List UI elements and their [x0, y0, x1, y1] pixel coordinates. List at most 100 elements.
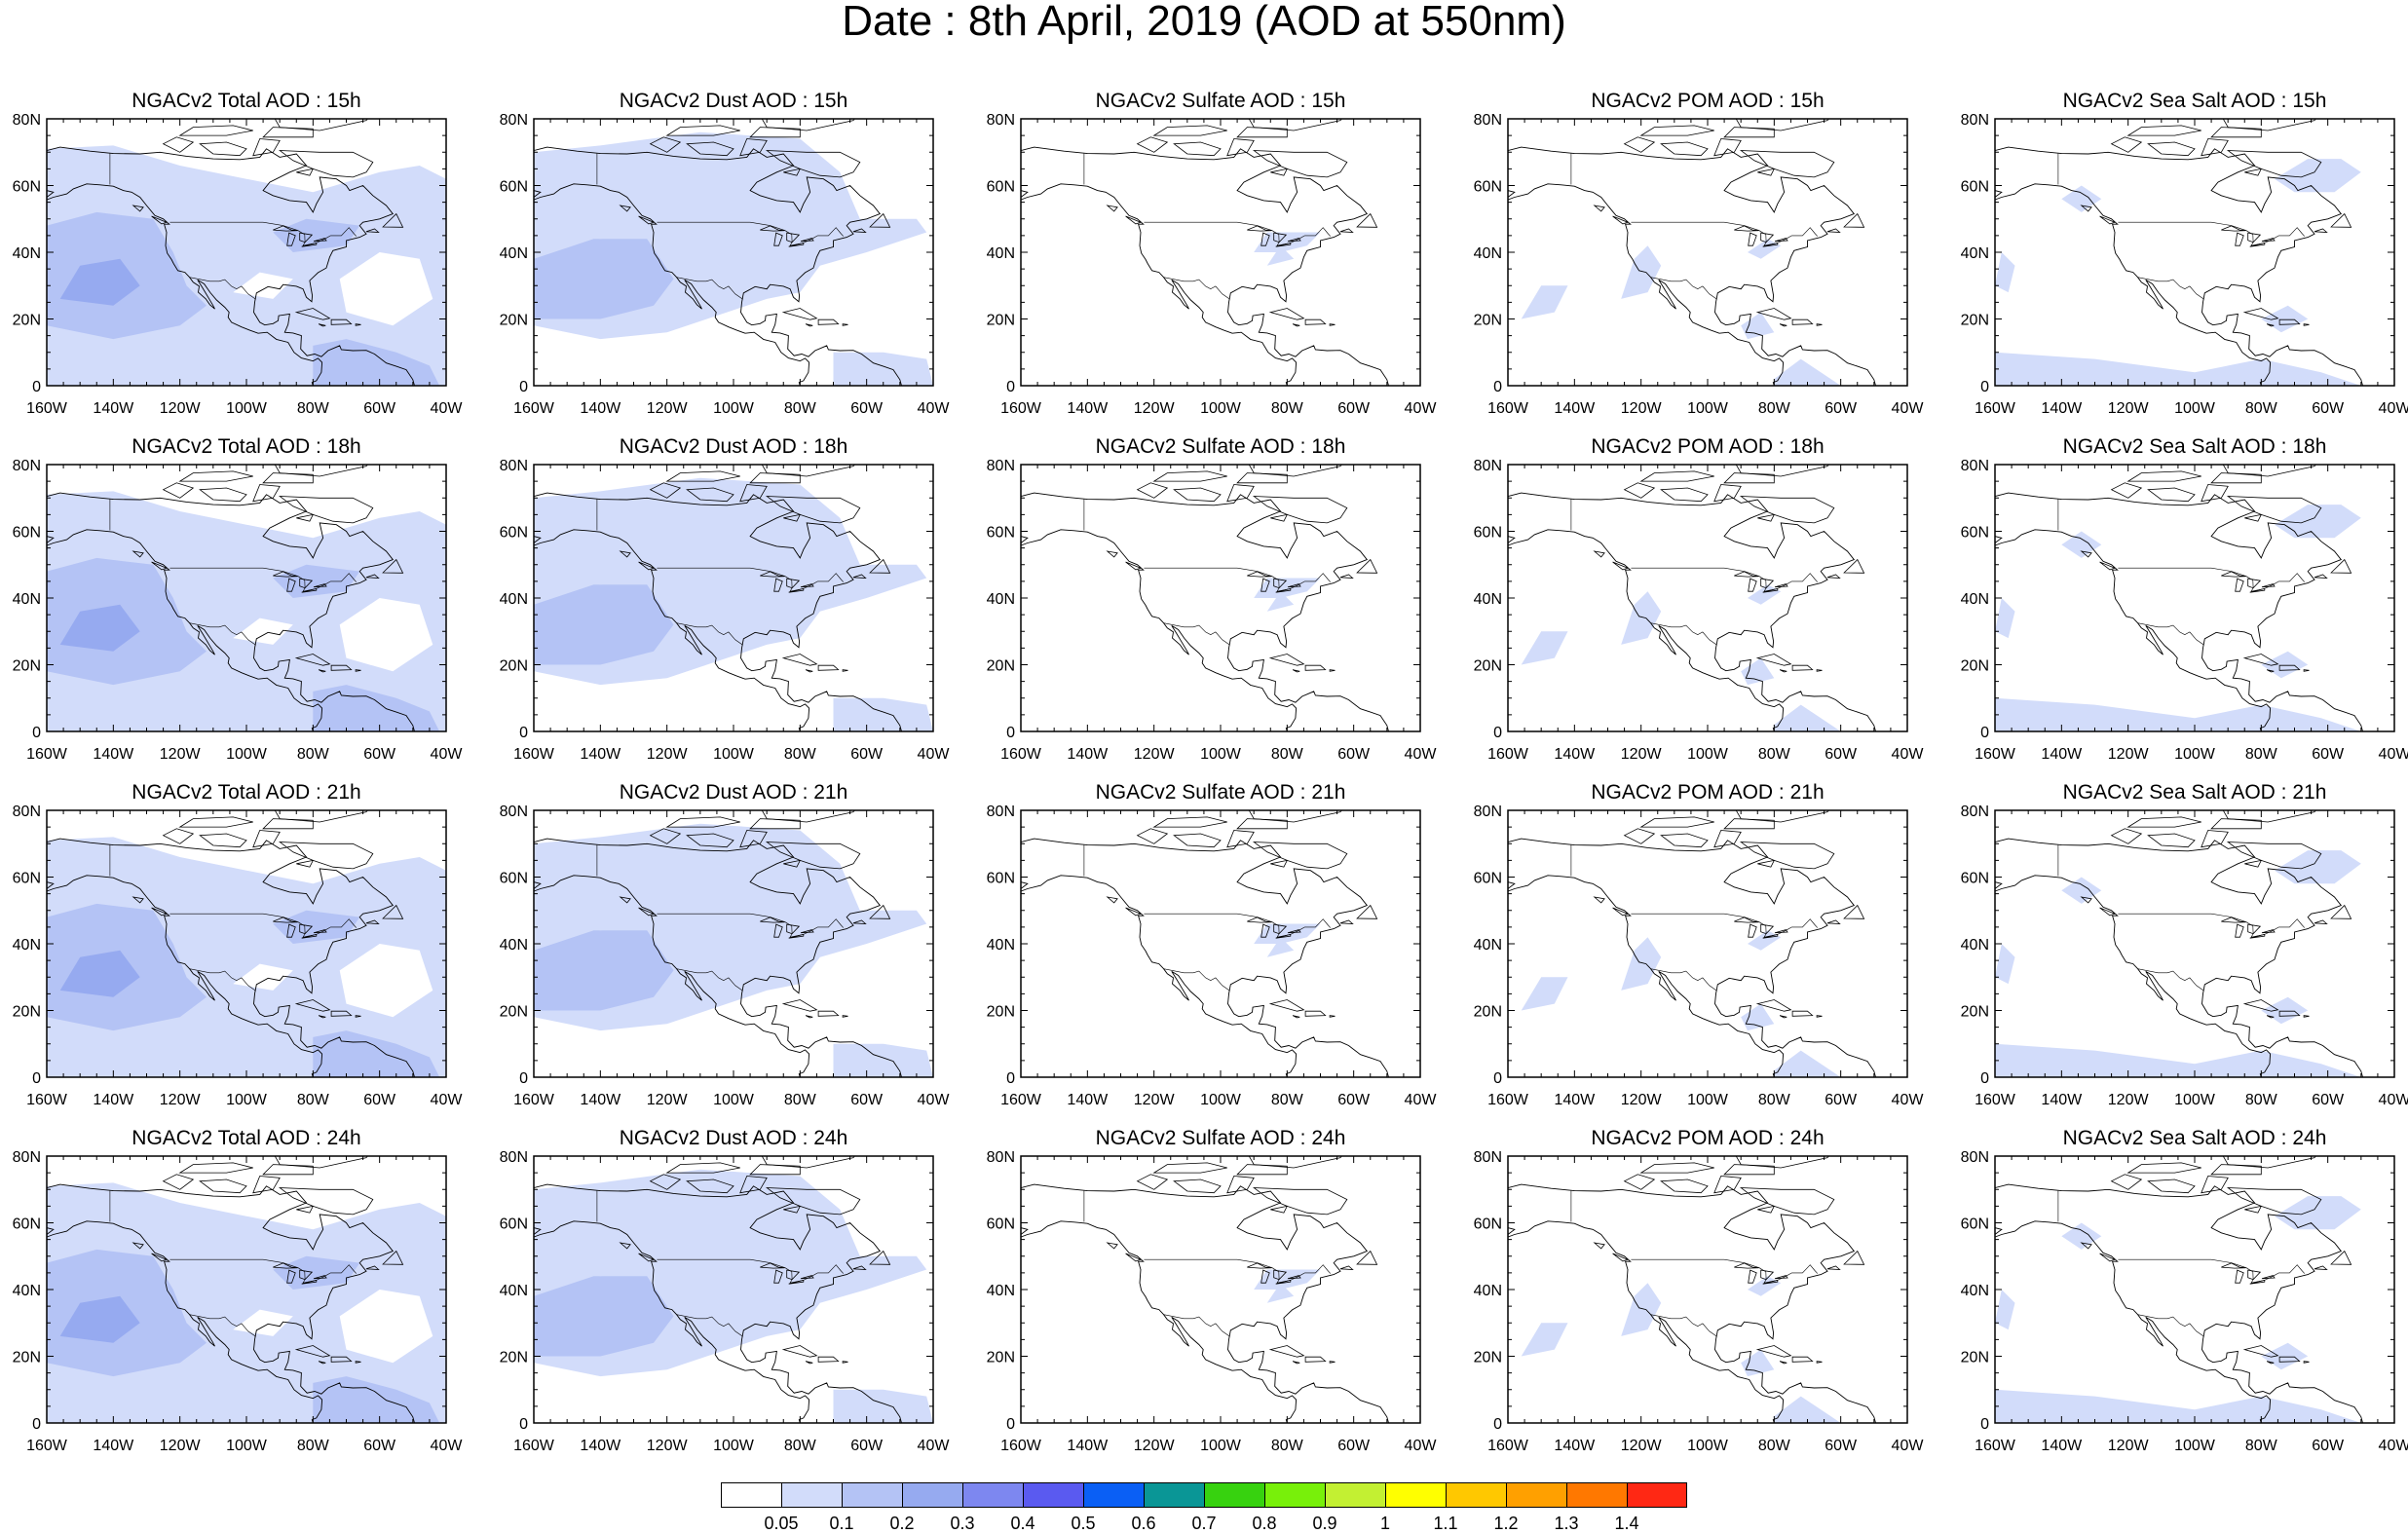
coastline — [852, 574, 867, 579]
lon-tick-label: 160W — [513, 1438, 555, 1454]
coastline — [1508, 146, 1876, 386]
lat-tick-label: 60N — [987, 1216, 1015, 1233]
coastline — [1723, 127, 1775, 138]
coastline — [1612, 561, 1630, 571]
legend-color-box — [962, 1482, 1023, 1508]
coastline — [1173, 833, 1222, 848]
lon-tick-label: 80W — [784, 1438, 817, 1454]
coastline — [2221, 571, 2246, 578]
coastline — [151, 1253, 169, 1262]
aod-map: 160W 140W 120W 100W 80W 60W 40W 0 20N 40N 60N 80N — [13, 1149, 464, 1454]
lat-tick-label: 40N — [13, 937, 41, 954]
aod-shading-region — [1266, 591, 1295, 612]
coastline — [318, 669, 326, 673]
coastline — [299, 578, 314, 589]
coastline — [301, 587, 318, 593]
aod-shading-region — [1254, 232, 1321, 252]
coastline — [1639, 816, 1714, 828]
coastline — [1826, 228, 1841, 233]
lon-tick-label: 60W — [850, 400, 884, 417]
lat-tick-label: 40N — [1961, 1283, 1989, 1299]
coastline — [842, 323, 848, 326]
lon-tick-label: 40W — [2379, 1438, 2408, 1454]
coastline — [1270, 1205, 1289, 1214]
lat-tick-label: 0 — [32, 379, 41, 395]
lon-tick-label: 100W — [713, 1438, 755, 1454]
coastline — [2235, 923, 2244, 938]
country-border — [2137, 1314, 2204, 1337]
aod-shading-region — [59, 1295, 140, 1343]
coastline — [686, 487, 734, 503]
coastline — [1816, 1015, 1823, 1018]
coastline — [1236, 472, 1288, 484]
country-border — [657, 221, 845, 246]
aod-map: 160W 140W 120W 100W 80W 60W 40W 0 20N 40N 60N 80N — [1961, 112, 2408, 417]
coastline — [178, 125, 253, 136]
lon-tick-label: 100W — [1687, 400, 1729, 417]
coastline — [1136, 482, 1169, 499]
lon-tick-label: 60W — [1337, 1092, 1371, 1108]
aod-shading-region — [1621, 1283, 1662, 1336]
lon-tick-label: 40W — [918, 746, 951, 763]
coastline — [262, 472, 314, 484]
coastline — [2201, 484, 2229, 503]
lon-tick-label: 60W — [2312, 1438, 2345, 1454]
lat-tick-label: 0 — [32, 1416, 41, 1433]
panel-title: NGACv2 POM AOD : 15h — [1591, 90, 1825, 112]
lat-tick-label: 20N — [13, 1004, 41, 1021]
coastline — [788, 587, 805, 593]
lon-tick-label: 40W — [2379, 1092, 2408, 1108]
panel-title: NGACv2 Dust AOD : 18h — [619, 435, 848, 458]
lon-tick-label: 160W — [1975, 1438, 2016, 1454]
aod-shading-region — [1621, 591, 1662, 645]
lon-tick-label: 60W — [1825, 400, 1858, 417]
lat-tick-label: 40N — [1474, 245, 1502, 262]
aod-shading-region — [273, 564, 360, 598]
coastline — [781, 308, 818, 320]
country-border — [1163, 968, 1230, 991]
coastline — [1339, 1265, 1354, 1270]
lon-tick-label: 100W — [713, 746, 755, 763]
coastline — [2330, 558, 2352, 574]
coastline — [869, 1250, 891, 1265]
coastline — [151, 561, 169, 571]
aod-map: 160W 140W 120W 100W 80W 60W 40W 0 20N 40N 60N 80N — [987, 458, 1438, 763]
lat-tick-label: 40N — [987, 1283, 1015, 1299]
lon-tick-label: 60W — [1825, 1092, 1858, 1108]
lon-tick-label: 100W — [1200, 746, 1242, 763]
lon-tick-label: 160W — [1000, 1438, 1042, 1454]
lon-tick-label: 140W — [93, 1092, 134, 1108]
coastline — [2247, 1269, 2262, 1281]
coastline — [365, 919, 380, 924]
lon-tick-label: 40W — [918, 1092, 951, 1108]
coastline — [1748, 1269, 1757, 1284]
panel-title: NGACv2 Total AOD : 15h — [132, 90, 361, 112]
aod-map: 160W 140W 120W 100W 80W 60W 40W 0 20N 40N 60N 80N — [1474, 458, 1925, 763]
coastline — [2210, 472, 2262, 484]
lon-tick-label: 80W — [784, 1092, 817, 1108]
coastline — [162, 1174, 195, 1190]
coastline — [1779, 323, 1787, 327]
coastline — [1106, 550, 1118, 558]
coastline — [355, 323, 361, 326]
lon-tick-label: 40W — [2379, 746, 2408, 763]
panel-title: NGACv2 POM AOD : 18h — [1591, 435, 1825, 458]
lat-tick-label: 40N — [1961, 937, 1989, 954]
lon-tick-label: 160W — [1000, 1092, 1042, 1108]
panel-title: NGACv2 Sea Salt AOD : 15h — [2062, 90, 2327, 112]
lat-tick-label: 40N — [500, 1283, 528, 1299]
coastline — [534, 146, 902, 386]
aod-shading-region — [2275, 1196, 2361, 1230]
panel-title: NGACv2 Total AOD : 21h — [132, 781, 361, 804]
aod-shading-region — [550, 1216, 700, 1277]
coastline — [781, 999, 818, 1012]
lat-tick-label: 0 — [1980, 725, 1989, 741]
coastline — [199, 1179, 247, 1194]
coastline — [1660, 1179, 1709, 1194]
coastline — [262, 818, 314, 830]
coastline — [286, 923, 296, 938]
page-title: Date : 8th April, 2019 (AOD at 550nm) — [842, 0, 1566, 45]
legend-label: 0.3 — [950, 1514, 975, 1533]
lat-tick-label: 20N — [500, 658, 528, 675]
coastline — [2266, 1361, 2275, 1365]
